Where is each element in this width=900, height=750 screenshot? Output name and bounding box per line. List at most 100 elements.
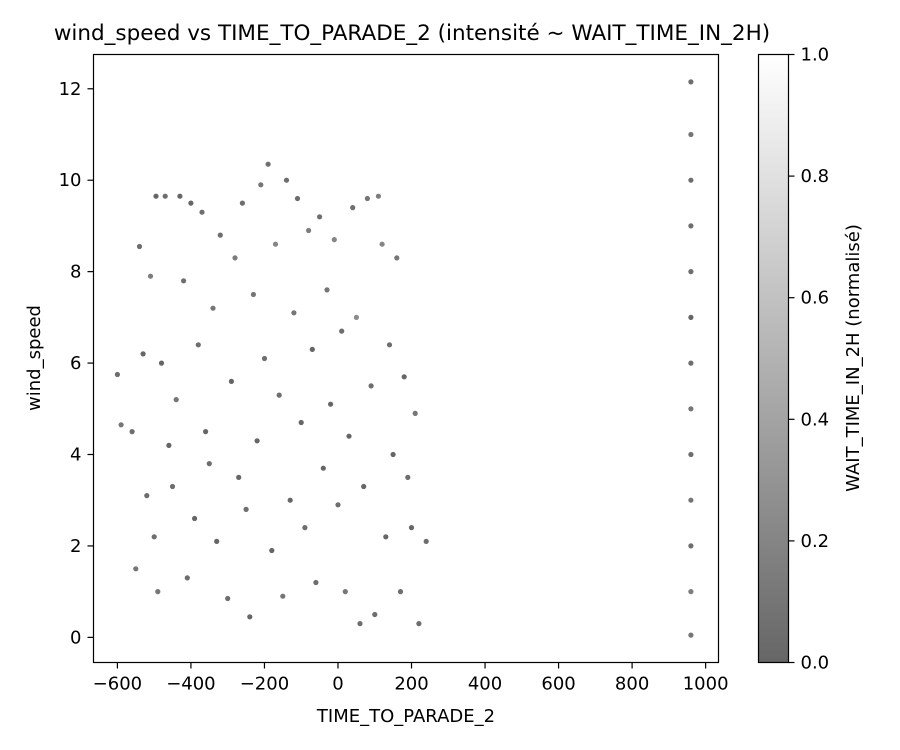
scatter-point bbox=[368, 383, 374, 389]
colorbar-tick-label: 0.8 bbox=[801, 166, 830, 187]
scatter-point bbox=[243, 506, 249, 512]
scatter-point bbox=[412, 410, 418, 416]
scatter-point bbox=[210, 305, 216, 311]
scatter-point bbox=[324, 287, 330, 293]
scatter-point bbox=[688, 131, 694, 138]
scatter-point bbox=[184, 575, 190, 581]
scatter-point bbox=[298, 419, 304, 426]
scatter-point bbox=[177, 193, 183, 199]
scatter-point bbox=[153, 193, 159, 199]
scatter-point bbox=[302, 525, 308, 531]
scatter-point bbox=[188, 200, 194, 206]
scatter-point bbox=[379, 241, 385, 247]
scatter-point bbox=[276, 392, 282, 398]
scatter-point bbox=[346, 433, 352, 439]
scatter-point bbox=[225, 595, 231, 602]
x-tick-label: −400 bbox=[166, 674, 215, 695]
scatter-point bbox=[169, 483, 176, 490]
scatter-point bbox=[192, 515, 198, 522]
x-tick-label: 400 bbox=[468, 674, 502, 695]
scatter-point bbox=[335, 502, 341, 508]
scatter-point bbox=[353, 314, 359, 320]
scatter-point bbox=[294, 195, 301, 202]
scatter-point bbox=[155, 589, 161, 595]
scatter-point bbox=[342, 589, 348, 595]
scatter-point bbox=[283, 177, 290, 183]
scatter-point bbox=[408, 525, 415, 531]
x-axis-title: TIME_TO_PARADE_2 bbox=[316, 706, 495, 727]
scatter-point bbox=[688, 360, 694, 366]
y-tick-label: 4 bbox=[70, 445, 81, 466]
x-tick-label: 600 bbox=[541, 674, 575, 695]
scatter-point bbox=[239, 200, 245, 206]
scatter-point bbox=[339, 328, 345, 334]
scatter-point bbox=[423, 538, 429, 545]
scatter-point bbox=[372, 611, 378, 618]
scatter-point bbox=[228, 378, 234, 384]
scatter-point bbox=[232, 255, 238, 261]
scatter-point bbox=[331, 237, 337, 243]
plot-frame bbox=[92, 53, 720, 664]
scatter-point bbox=[181, 278, 187, 284]
scatter-point bbox=[688, 589, 694, 595]
colorbar-title: WAIT_TIME_IN_2H (normalisé) bbox=[843, 224, 864, 492]
scatter-point bbox=[375, 193, 381, 199]
x-tick-label: −600 bbox=[93, 674, 142, 695]
scatter-point bbox=[317, 214, 323, 220]
y-tick-label: 0 bbox=[70, 627, 81, 648]
scatter-point bbox=[280, 593, 286, 599]
scatter-point bbox=[118, 422, 124, 428]
scatter-point bbox=[217, 232, 223, 238]
scatter-point bbox=[114, 371, 120, 378]
scatter-point bbox=[328, 401, 334, 407]
scatter-point bbox=[140, 351, 146, 357]
x-tick-label: 0 bbox=[332, 674, 343, 695]
colorbar-tick-label: 0.0 bbox=[801, 653, 830, 674]
scatter-point bbox=[195, 342, 201, 348]
scatter-point bbox=[688, 177, 694, 183]
scatter-point bbox=[394, 255, 400, 261]
scatter-point bbox=[688, 543, 694, 549]
x-tick-label: 1000 bbox=[683, 674, 729, 695]
scatter-point bbox=[357, 621, 363, 627]
scatter-point bbox=[136, 243, 143, 250]
scatter-point bbox=[166, 442, 172, 448]
scatter-point bbox=[309, 346, 315, 352]
scatter-point bbox=[144, 493, 150, 499]
y-axis: 0 2 4 6 8 10 12 bbox=[59, 79, 94, 648]
y-tick-label: 2 bbox=[70, 536, 81, 557]
colorbar-tick-label: 0.4 bbox=[801, 409, 830, 430]
y-axis-title: wind_speed bbox=[24, 305, 45, 411]
scatter-point bbox=[247, 614, 253, 620]
scatter-point bbox=[199, 209, 205, 215]
scatter-point bbox=[688, 406, 694, 412]
scatter-point bbox=[269, 547, 275, 554]
scatter-point bbox=[133, 566, 139, 572]
scatter-point bbox=[272, 241, 279, 247]
scatter-point bbox=[688, 223, 694, 229]
x-tick-label: 800 bbox=[615, 674, 649, 695]
scatter-point bbox=[416, 621, 422, 627]
scatter-point bbox=[287, 497, 293, 503]
scatter-point bbox=[383, 534, 389, 540]
scatter-point bbox=[386, 342, 393, 348]
scatter-point bbox=[688, 451, 694, 458]
scatter-point bbox=[361, 483, 367, 490]
colorbar-axis: 0.0 0.2 0.4 0.6 0.8 1.0 bbox=[788, 45, 830, 674]
scatter-point bbox=[688, 497, 694, 503]
scatter-point bbox=[364, 195, 370, 202]
y-tick-label: 12 bbox=[59, 79, 82, 100]
scatter-point bbox=[688, 79, 694, 85]
y-tick-label: 6 bbox=[70, 353, 81, 374]
x-axis: −600 −400 −200 0 200 400 600 800 1000 bbox=[93, 662, 729, 695]
scatter-point bbox=[129, 429, 135, 435]
scatter-point bbox=[265, 161, 271, 167]
scatter-point bbox=[401, 374, 407, 380]
scatter-point bbox=[236, 474, 242, 480]
scatter-point bbox=[147, 273, 154, 279]
scatter-point bbox=[350, 205, 356, 211]
y-tick-label: 8 bbox=[70, 262, 81, 283]
scatter-point bbox=[206, 461, 212, 467]
scatter-point bbox=[173, 397, 179, 403]
